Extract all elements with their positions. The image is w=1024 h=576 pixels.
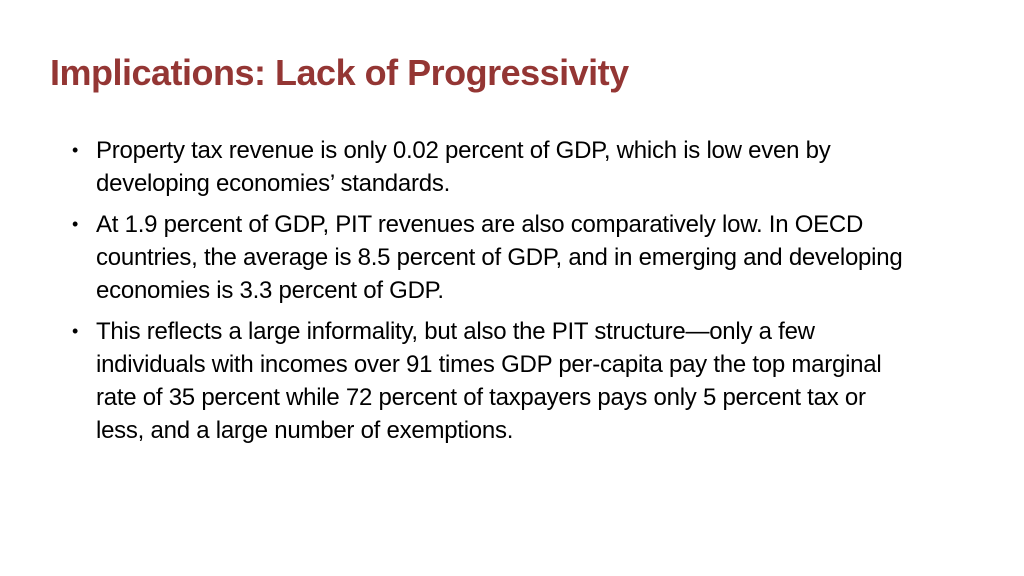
bullet-list: • Property tax revenue is only 0.02 perc… (70, 134, 920, 455)
bullet-icon: • (72, 214, 79, 234)
bullet-text: Property tax revenue is only 0.02 percen… (96, 137, 831, 197)
bullet-item-pit-revenues: • At 1.9 percent of GDP, PIT revenues ar… (70, 208, 920, 307)
bullet-icon: • (72, 321, 79, 341)
bullet-item-pit-structure: • This reflects a large informality, but… (70, 315, 920, 447)
slide-title: Implications: Lack of Progressivity (50, 52, 629, 93)
bullet-item-property-tax: • Property tax revenue is only 0.02 perc… (70, 134, 920, 200)
bullet-text: This reflects a large informality, but a… (96, 318, 882, 444)
bullet-text: At 1.9 percent of GDP, PIT revenues are … (96, 211, 903, 304)
bullet-icon: • (72, 140, 79, 160)
